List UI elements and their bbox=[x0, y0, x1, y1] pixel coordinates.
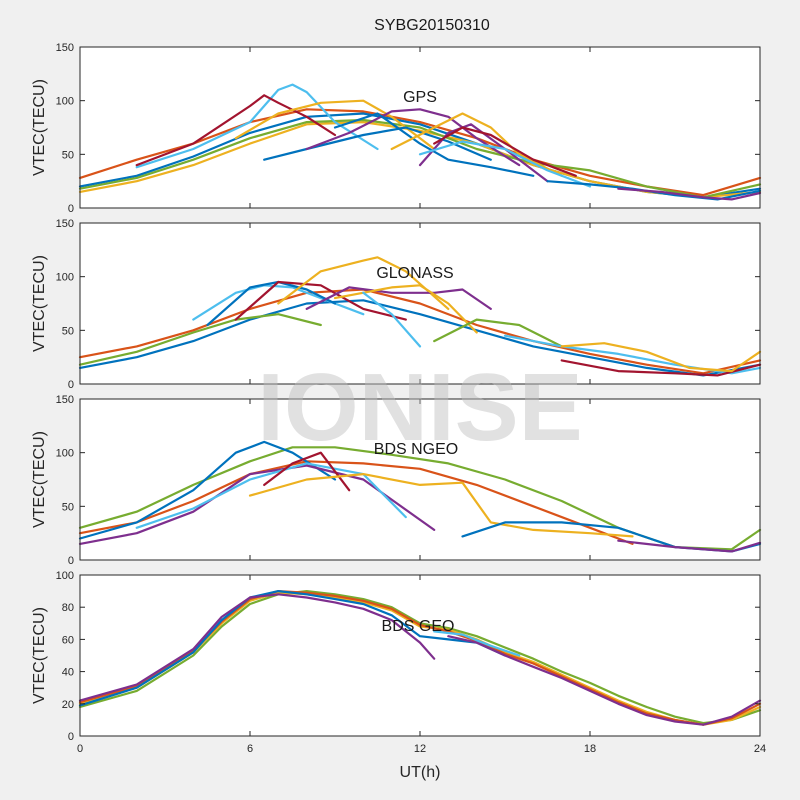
y-tick-label: 150 bbox=[56, 394, 74, 406]
series-line-glonass-6 bbox=[234, 280, 407, 321]
y-tick-label: 100 bbox=[56, 96, 74, 108]
panel-label-bds-geo: BDS GEO bbox=[382, 618, 455, 635]
series-line-glonass-8 bbox=[305, 286, 492, 310]
series-line-bds-ngeo-4 bbox=[78, 464, 436, 546]
series-line-gps-13 bbox=[433, 126, 577, 177]
series-line-bds-geo-1 bbox=[78, 589, 762, 725]
panel-bds-ngeo: 0 50 100 150 BDS NGEO VTEC(TECU) bbox=[31, 394, 762, 567]
series-line-gps-6 bbox=[135, 94, 337, 167]
series-line-gps-16 bbox=[617, 187, 762, 201]
y-tick-label: 0 bbox=[68, 379, 74, 391]
series-line-bds-ngeo-6 bbox=[263, 451, 351, 492]
series-line-glonass-7 bbox=[277, 256, 450, 310]
axes-bds-geo: 0 20 40 60 80 100 0 6 12 18 24 bbox=[56, 570, 766, 755]
series-line-bds-geo-7 bbox=[433, 630, 521, 657]
panel-label-bds-ngeo: BDS NGEO bbox=[374, 441, 458, 458]
watermark: IONISE bbox=[257, 354, 582, 461]
axes-bds-ngeo: 0 50 100 150 bbox=[56, 394, 761, 567]
x-tick-label: 12 bbox=[414, 743, 426, 755]
y-tick-label: 80 bbox=[62, 602, 74, 614]
panel-gps: 0 50 100 150 GPS VTEC(TECU) bbox=[31, 42, 762, 215]
series-line-bds-geo-4 bbox=[78, 589, 507, 707]
series-line-bds-ngeo-3 bbox=[78, 440, 337, 540]
y-tick-label: 150 bbox=[56, 218, 74, 230]
series-bds-ngeo bbox=[78, 440, 762, 553]
axes-glonass: 0 50 100 150 bbox=[56, 218, 761, 391]
y-axis-label-gps: VTEC(TECU) bbox=[31, 79, 48, 176]
axes-gps: 0 50 100 150 bbox=[56, 42, 761, 215]
x-tick-label: 24 bbox=[754, 743, 766, 755]
series-line-gps-12 bbox=[418, 123, 549, 183]
series-line-gps-11 bbox=[390, 112, 563, 177]
y-tick-label: 100 bbox=[56, 448, 74, 460]
series-line-glonass-1 bbox=[78, 288, 762, 375]
panel-bds-geo: 0 20 40 60 80 100 0 6 12 18 24 BDS GEO VTEC(TECU) bbox=[31, 570, 766, 755]
x-tick-label: 6 bbox=[247, 743, 253, 755]
y-tick-label: 100 bbox=[56, 570, 74, 582]
series-line-glonass-11 bbox=[433, 318, 563, 348]
x-tick-label: 0 bbox=[77, 743, 83, 755]
series-line-bds-geo-5 bbox=[78, 593, 436, 702]
series-line-gps-14 bbox=[418, 140, 592, 188]
panel-label-glonass: GLONASS bbox=[376, 265, 453, 282]
x-axis-label: UT(h) bbox=[400, 764, 441, 781]
series-line-bds-ngeo-7 bbox=[248, 473, 634, 538]
series-line-bds-ngeo-9 bbox=[617, 539, 762, 553]
y-tick-label: 50 bbox=[62, 501, 74, 513]
y-axis-label-bds-geo: VTEC(TECU) bbox=[31, 607, 48, 704]
y-axis-label-glonass: VTEC(TECU) bbox=[31, 255, 48, 352]
series-line-glonass-12 bbox=[503, 334, 762, 375]
y-tick-label: 0 bbox=[68, 731, 74, 743]
y-tick-label: 20 bbox=[62, 699, 74, 711]
series-line-glonass-10 bbox=[362, 291, 422, 348]
panel-glonass: 0 50 100 150 GLONASS VTEC(TECU) bbox=[31, 218, 762, 391]
series-line-bds-ngeo-2 bbox=[78, 460, 634, 546]
series-glonass bbox=[78, 256, 762, 377]
y-tick-label: 100 bbox=[56, 272, 74, 284]
y-tick-label: 50 bbox=[62, 149, 74, 161]
y-tick-label: 0 bbox=[68, 555, 74, 567]
y-axis-label-bds-ngeo: VTEC(TECU) bbox=[31, 431, 48, 528]
y-tick-label: 0 bbox=[68, 203, 74, 215]
series-line-gps-10 bbox=[333, 112, 535, 177]
y-tick-label: 150 bbox=[56, 42, 74, 54]
series-line-glonass-14 bbox=[560, 342, 762, 373]
series-line-gps-7 bbox=[234, 99, 436, 151]
panel-label-gps: GPS bbox=[403, 89, 437, 106]
x-tick-label: 18 bbox=[584, 743, 596, 755]
y-tick-label: 60 bbox=[62, 634, 74, 646]
series-line-bds-geo-3 bbox=[78, 589, 762, 726]
plot-area-bds-ngeo bbox=[80, 399, 760, 560]
series-line-glonass-9 bbox=[333, 284, 478, 334]
series-line-gps-4 bbox=[78, 118, 762, 199]
series-gps bbox=[78, 83, 762, 201]
series-line-glonass-2 bbox=[78, 299, 762, 377]
y-tick-label: 50 bbox=[62, 325, 74, 337]
series-line-bds-ngeo-5 bbox=[135, 462, 407, 529]
series-line-gps-9 bbox=[305, 108, 521, 167]
series-line-glonass-3 bbox=[78, 313, 322, 366]
y-tick-label: 40 bbox=[62, 667, 74, 679]
series-line-bds-geo-6 bbox=[447, 635, 762, 726]
series-line-gps-5 bbox=[135, 83, 379, 169]
figure-title: SYBG20150310 bbox=[374, 17, 490, 34]
series-bds-geo bbox=[78, 589, 762, 726]
